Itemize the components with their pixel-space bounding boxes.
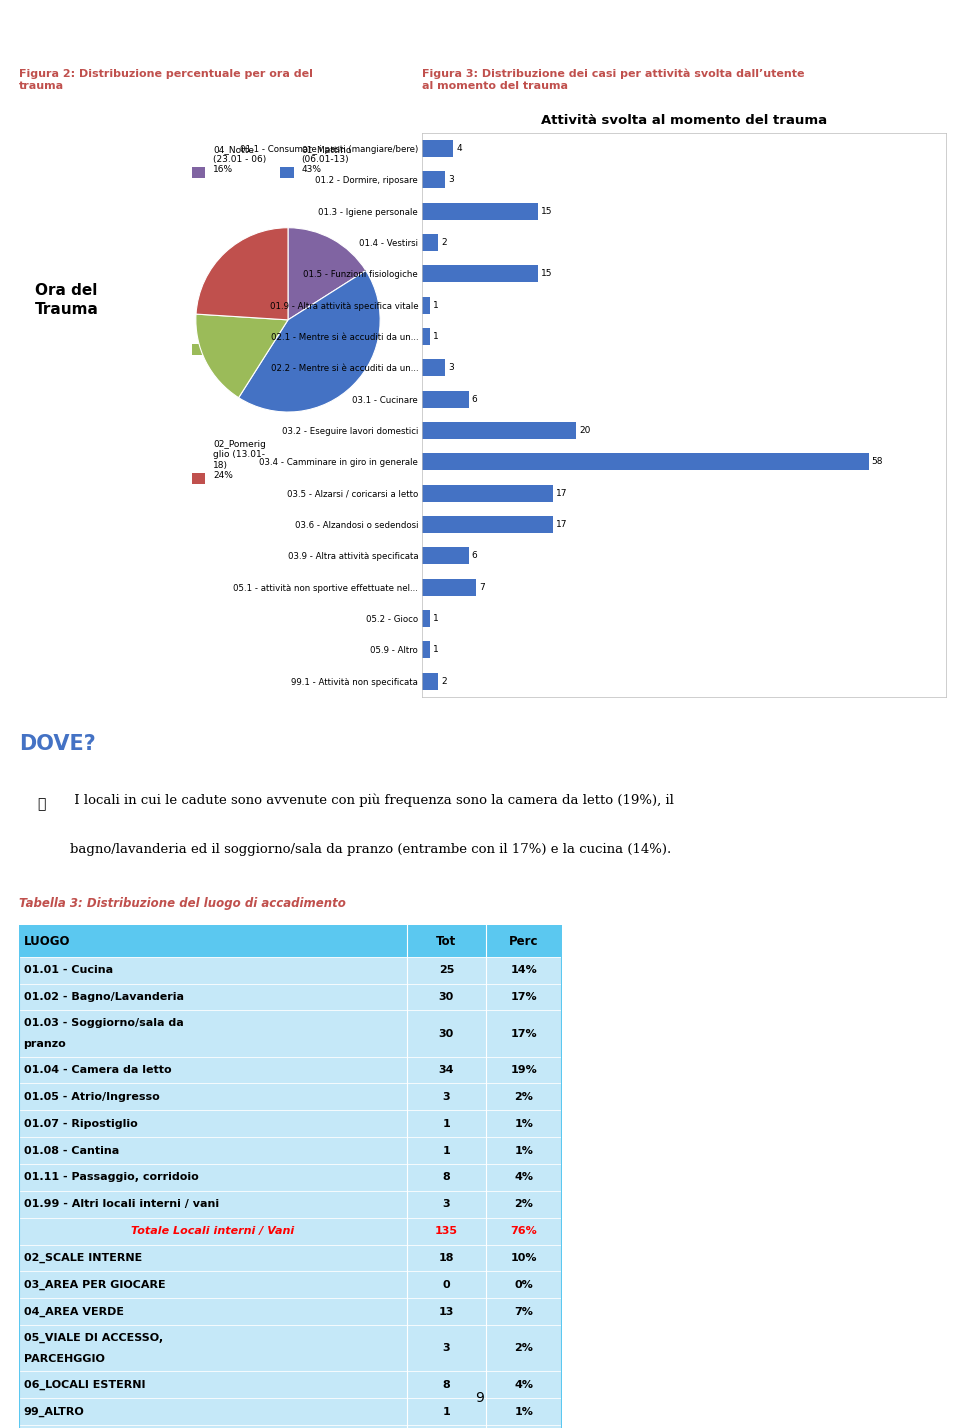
Text: 7: 7 bbox=[479, 583, 485, 591]
Text: 3: 3 bbox=[448, 363, 454, 373]
Text: Perc: Perc bbox=[509, 934, 539, 948]
Bar bbox=[422, 360, 445, 377]
Text: 01_Mattino
(06.01-13)
43%: 01_Mattino (06.01-13) 43% bbox=[301, 144, 351, 174]
Bar bbox=[19, 1398, 562, 1425]
Text: 30: 30 bbox=[439, 992, 454, 1002]
Text: 17%: 17% bbox=[511, 992, 537, 1002]
Text: 3: 3 bbox=[448, 176, 454, 184]
Bar bbox=[19, 1218, 562, 1245]
Text: 2%: 2% bbox=[515, 1344, 533, 1354]
Text: 10%: 10% bbox=[511, 1252, 537, 1262]
Bar bbox=[19, 1164, 562, 1191]
Text: 9: 9 bbox=[475, 1391, 485, 1405]
Text: 1%: 1% bbox=[515, 1407, 533, 1417]
Text: 17: 17 bbox=[556, 488, 567, 498]
Text: 02_SCALE INTERNE: 02_SCALE INTERNE bbox=[24, 1252, 142, 1264]
Bar bbox=[19, 1425, 562, 1428]
Text: 17: 17 bbox=[556, 520, 567, 528]
Text: 2%: 2% bbox=[515, 1092, 533, 1102]
Bar bbox=[19, 984, 562, 1011]
Bar bbox=[19, 925, 562, 957]
Text: Figura 3: Distribuzione dei casi per attività svolta dall’utente
al momento del : Figura 3: Distribuzione dei casi per att… bbox=[422, 69, 804, 91]
Bar bbox=[422, 484, 553, 501]
Text: 3: 3 bbox=[443, 1344, 450, 1354]
Text: 04_Notte
(23.01 - 06)
16%: 04_Notte (23.01 - 06) 16% bbox=[213, 144, 266, 174]
Text: 8: 8 bbox=[443, 1172, 450, 1182]
Bar bbox=[422, 171, 445, 188]
Text: I locali in cui le cadute sono avvenute con più frequenza sono la camera da lett: I locali in cui le cadute sono avvenute … bbox=[70, 794, 674, 807]
Bar bbox=[19, 1271, 562, 1298]
Text: 3: 3 bbox=[443, 1200, 450, 1210]
Text: 6: 6 bbox=[471, 394, 477, 404]
Text: bagno/lavanderia ed il soggiorno/sala da pranzo (entrambe con il 17%) e la cucin: bagno/lavanderia ed il soggiorno/sala da… bbox=[70, 843, 671, 857]
Text: ❖: ❖ bbox=[37, 797, 46, 811]
Text: 1: 1 bbox=[443, 1145, 450, 1155]
Text: 8: 8 bbox=[443, 1379, 450, 1389]
Text: 04_AREA VERDE: 04_AREA VERDE bbox=[24, 1307, 124, 1317]
Title: Attività svolta al momento del trauma: Attività svolta al momento del trauma bbox=[540, 114, 828, 127]
Text: LUOGO: LUOGO bbox=[24, 934, 70, 948]
Text: 1: 1 bbox=[433, 614, 439, 623]
Text: 1: 1 bbox=[433, 645, 439, 654]
Text: 3: 3 bbox=[443, 1092, 450, 1102]
Bar bbox=[19, 1111, 562, 1137]
Text: 0%: 0% bbox=[515, 1279, 533, 1289]
Wedge shape bbox=[196, 227, 288, 320]
Text: 7%: 7% bbox=[515, 1307, 533, 1317]
Bar bbox=[19, 1084, 562, 1111]
Text: 01.01 - Cucina: 01.01 - Cucina bbox=[24, 965, 112, 975]
Text: 01.04 - Camera da letto: 01.04 - Camera da letto bbox=[24, 1065, 171, 1075]
Text: 19%: 19% bbox=[511, 1065, 537, 1075]
Text: Tabella 3: Distribuzione del luogo di accadimento: Tabella 3: Distribuzione del luogo di ac… bbox=[19, 897, 346, 911]
Bar bbox=[422, 610, 430, 627]
Text: 03_AREA PER GIOCARE: 03_AREA PER GIOCARE bbox=[24, 1279, 165, 1289]
Text: 03_Sera
(18.01 - 23)
17%: 03_Sera (18.01 - 23) 17% bbox=[213, 321, 266, 351]
Wedge shape bbox=[196, 314, 288, 397]
Text: 0: 0 bbox=[443, 1279, 450, 1289]
Text: 15: 15 bbox=[540, 207, 552, 216]
Bar bbox=[422, 453, 869, 470]
Text: DOVE?: DOVE? bbox=[19, 734, 96, 754]
Text: 1: 1 bbox=[433, 331, 439, 341]
Text: 01.07 - Ripostiglio: 01.07 - Ripostiglio bbox=[24, 1118, 137, 1128]
Text: 4%: 4% bbox=[515, 1172, 533, 1182]
Text: 76%: 76% bbox=[511, 1227, 537, 1237]
Bar bbox=[422, 641, 430, 658]
Text: 25: 25 bbox=[439, 965, 454, 975]
Text: 15: 15 bbox=[540, 270, 552, 278]
Bar bbox=[422, 421, 576, 440]
Text: 99_ALTRO: 99_ALTRO bbox=[24, 1407, 84, 1417]
Text: 05_VIALE DI ACCESSO,: 05_VIALE DI ACCESSO, bbox=[24, 1332, 162, 1342]
Text: 4%: 4% bbox=[515, 1379, 533, 1389]
Text: 06_LOCALI ESTERNI: 06_LOCALI ESTERNI bbox=[24, 1379, 145, 1389]
Bar bbox=[422, 578, 476, 595]
Text: 01.99 - Altri locali interni / vani: 01.99 - Altri locali interni / vani bbox=[24, 1200, 219, 1210]
Text: 20: 20 bbox=[580, 426, 590, 436]
Bar bbox=[280, 167, 294, 178]
Text: 1%: 1% bbox=[515, 1118, 533, 1128]
Text: 58: 58 bbox=[872, 457, 883, 467]
Text: 1: 1 bbox=[443, 1407, 450, 1417]
Text: 2: 2 bbox=[441, 238, 446, 247]
Bar bbox=[422, 297, 430, 314]
Bar bbox=[19, 1325, 562, 1371]
Text: 18: 18 bbox=[439, 1252, 454, 1262]
Bar bbox=[422, 673, 438, 690]
Text: 30: 30 bbox=[439, 1028, 454, 1038]
Text: Tot: Tot bbox=[436, 934, 456, 948]
Text: 01.08 - Cantina: 01.08 - Cantina bbox=[24, 1145, 119, 1155]
Bar bbox=[19, 1371, 562, 1398]
Bar bbox=[19, 1298, 562, 1325]
Bar bbox=[192, 473, 205, 484]
Bar bbox=[422, 516, 553, 533]
Bar bbox=[422, 203, 538, 220]
Text: 2%: 2% bbox=[515, 1200, 533, 1210]
Bar bbox=[192, 344, 205, 356]
Bar bbox=[422, 234, 438, 251]
Text: 135: 135 bbox=[435, 1227, 458, 1237]
Text: Figura 2: Distribuzione percentuale per ora del
trauma: Figura 2: Distribuzione percentuale per … bbox=[19, 69, 313, 91]
Text: 1: 1 bbox=[443, 1118, 450, 1128]
Bar bbox=[19, 957, 562, 984]
Bar bbox=[422, 390, 468, 408]
Text: 1%: 1% bbox=[515, 1145, 533, 1155]
